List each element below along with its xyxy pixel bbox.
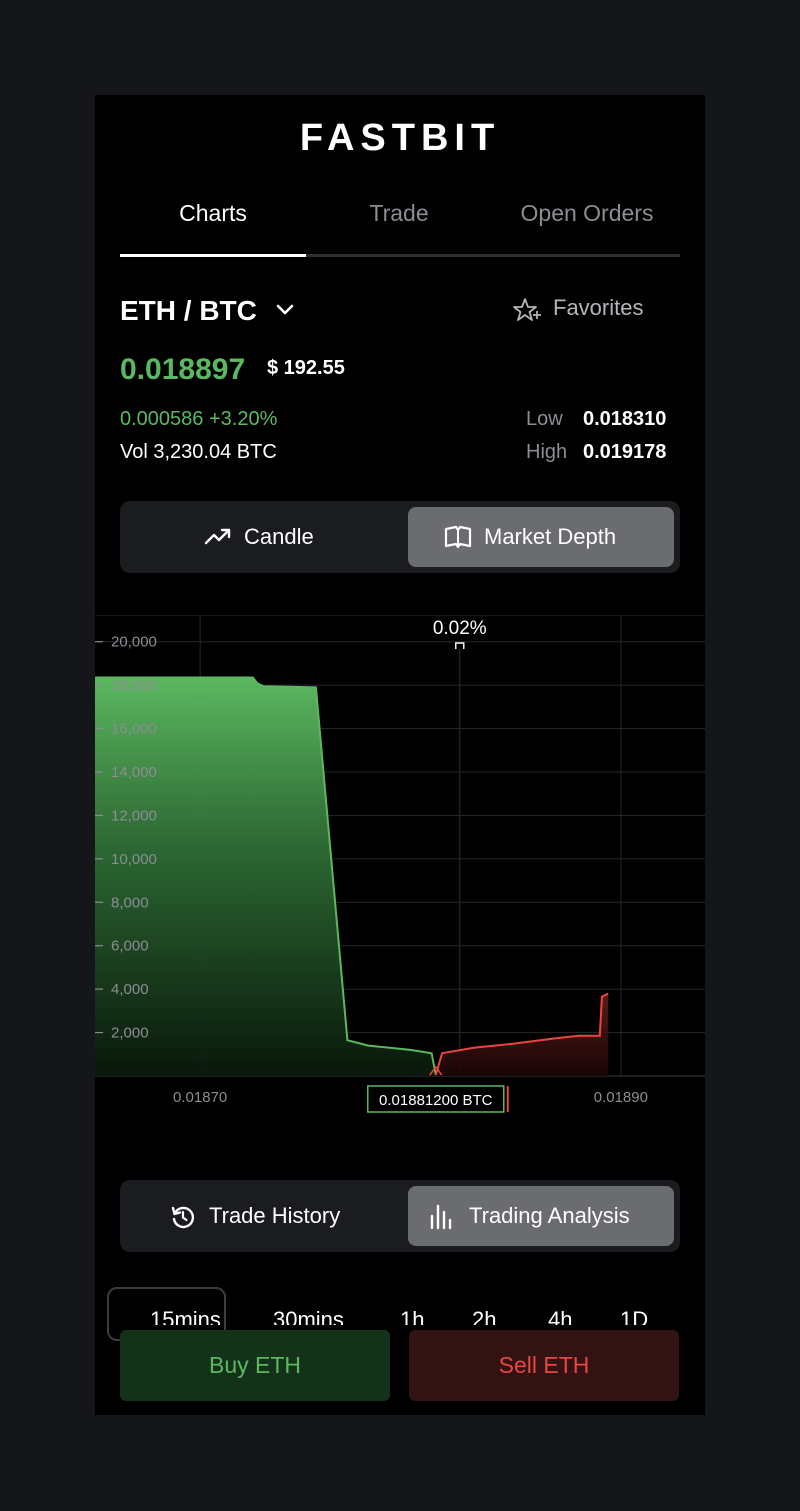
tab-charts[interactable]: Charts xyxy=(179,200,247,226)
trading-analysis-label: Trading Analysis xyxy=(469,1203,630,1228)
candle-label: Candle xyxy=(244,524,314,549)
timeframe-15mins[interactable]: 15mins xyxy=(150,1307,221,1325)
history-icon xyxy=(171,1206,195,1229)
x-axis: 0.01870 0.01890 xyxy=(173,1089,648,1106)
y-tick-label: 14,000 xyxy=(111,764,157,781)
book-icon xyxy=(444,525,472,549)
trade-history-label: Trade History xyxy=(209,1203,341,1228)
low-value: 0.018310 xyxy=(583,408,667,430)
tab-trade[interactable]: Trade xyxy=(369,200,429,226)
y-tick-label: 8,000 xyxy=(111,894,149,911)
timeframe-1d[interactable]: 1D xyxy=(620,1307,649,1325)
tab-open-orders[interactable]: Open Orders xyxy=(520,200,654,226)
last-price: 0.018897 xyxy=(120,353,246,386)
timeframe-tabs: 15mins 30mins 1h 2h 4h 1D xyxy=(120,1285,680,1325)
trading-analysis-option[interactable]: Trading Analysis xyxy=(408,1186,674,1246)
trend-up-icon xyxy=(204,528,231,545)
y-axis: 20,000 18,000 16,000 14,000 12,000 10,000 8,00… xyxy=(95,634,157,1042)
depth-areas xyxy=(95,676,609,1076)
y-tick-label: 18,000 xyxy=(111,677,157,694)
ask-depth-area xyxy=(435,993,609,1076)
market-depth-option[interactable]: Market Depth xyxy=(408,507,674,567)
mid-price-marker xyxy=(429,1065,443,1076)
depth-chart[interactable]: 20,000 18,000 16,000 14,000 12,000 10,000 8,00… xyxy=(95,615,705,1135)
favorites-label: Favorites xyxy=(553,295,644,320)
trade-history-option[interactable]: Trade History xyxy=(126,1186,392,1246)
market-depth-label: Market Depth xyxy=(484,524,617,549)
high-label: High xyxy=(526,441,568,463)
main-tabs: Charts Trade Open Orders xyxy=(120,200,680,260)
chevron-down-icon xyxy=(276,304,294,315)
timeframe-1h[interactable]: 1h xyxy=(400,1307,425,1325)
candle-option[interactable]: Candle xyxy=(126,507,392,567)
bid-depth-area xyxy=(95,677,436,1076)
spread-label: 0.02% xyxy=(433,618,487,639)
chart-type-switch: Candle Market Depth xyxy=(120,501,680,573)
mid-price-label: 0.01881200 BTC xyxy=(379,1092,493,1109)
y-tick-label: 16,000 xyxy=(111,721,157,738)
star-plus-icon xyxy=(513,298,541,321)
y-tick-label: 12,000 xyxy=(111,807,157,824)
pair-label: ETH / BTC xyxy=(120,295,257,326)
buy-eth-button[interactable]: Buy ETH xyxy=(120,1330,390,1401)
bottom-view-switch: Trade History Trading Analysis xyxy=(120,1180,680,1252)
x-tick-label: 0.01890 xyxy=(594,1089,648,1106)
y-tick-label: 4,000 xyxy=(111,981,149,998)
ask-depth-line xyxy=(434,992,609,1076)
brand-logo: FASTBIT xyxy=(299,117,501,159)
y-tick-label: 20,000 xyxy=(111,634,157,651)
sell-eth-button[interactable]: Sell ETH xyxy=(409,1330,679,1401)
spread-marker xyxy=(455,642,465,649)
usd-price: $ 192.55 xyxy=(267,357,345,379)
tab-track xyxy=(120,254,680,257)
high-value: 0.019178 xyxy=(583,441,667,463)
timeframe-2h[interactable]: 2h xyxy=(472,1307,497,1325)
x-tick-label: 0.01870 xyxy=(173,1089,227,1106)
y-tick-label: 10,000 xyxy=(111,851,157,868)
volume: Vol 3,230.04 BTC xyxy=(120,441,277,463)
mid-price-box xyxy=(367,1085,505,1113)
y-tick-label: 2,000 xyxy=(111,1025,149,1042)
bar-chart-icon xyxy=(430,1204,452,1230)
timeframe-30mins[interactable]: 30mins xyxy=(273,1307,344,1325)
y-tick-label: 6,000 xyxy=(111,938,149,955)
tab-active-indicator xyxy=(120,254,306,257)
bid-depth-line xyxy=(95,676,437,1076)
app-screen: FASTBIT Charts Trade Open Orders ETH / B… xyxy=(95,95,705,1415)
low-label: Low xyxy=(526,408,563,430)
chart-markers: 0.02% 0.01881200 BTC xyxy=(367,618,509,1113)
timeframe-4h[interactable]: 4h xyxy=(548,1307,573,1325)
pair-selector[interactable]: ETH / BTC xyxy=(120,295,294,327)
price-change: 0.000586 +3.20% xyxy=(120,408,278,430)
